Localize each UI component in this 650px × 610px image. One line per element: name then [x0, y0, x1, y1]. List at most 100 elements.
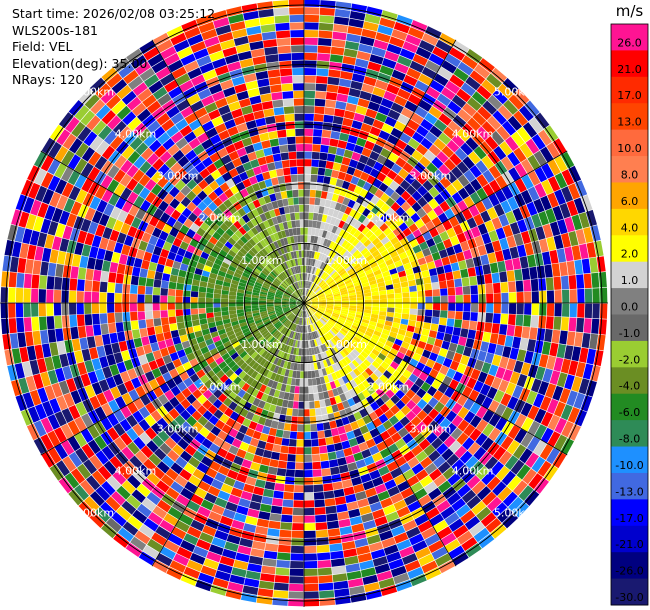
velocity-bin: [315, 260, 321, 268]
velocity-bin: [266, 276, 274, 283]
velocity-bin: [273, 107, 285, 116]
velocity-bin: [290, 267, 295, 275]
velocity-bin: [398, 328, 407, 336]
velocity-bin: [42, 188, 55, 205]
velocity-bin: [501, 406, 514, 421]
velocity-bin: [524, 303, 532, 315]
velocity-bin: [243, 232, 252, 241]
velocity-bin: [352, 249, 360, 258]
velocity-bin: [330, 216, 337, 225]
velocity-bin: [356, 365, 365, 374]
velocity-bin: [311, 303, 319, 305]
velocity-bin: [404, 217, 415, 228]
velocity-bin: [475, 265, 484, 276]
velocity-bin: [247, 88, 260, 98]
velocity-bin: [452, 327, 461, 337]
velocity-bin: [304, 583, 319, 592]
velocity-bin: [242, 373, 251, 383]
velocity-bin: [497, 486, 513, 502]
velocity-bin: [241, 530, 255, 541]
velocity-bin: [379, 294, 387, 299]
velocity-bin: [475, 201, 487, 214]
velocity-bin: [304, 477, 314, 485]
velocity-bin: [139, 40, 156, 55]
velocity-bin: [162, 273, 171, 282]
velocity-bin: [317, 320, 323, 328]
velocity-bin: [129, 136, 143, 151]
velocity-bin: [319, 299, 327, 302]
velocity-bin: [375, 378, 384, 388]
velocity-bin: [534, 112, 550, 129]
velocity-bin: [311, 297, 318, 301]
velocity-bin: [469, 320, 478, 331]
velocity-bin: [337, 171, 347, 181]
velocity-bin: [251, 297, 259, 301]
velocity-bin: [428, 53, 445, 67]
velocity-bin: [91, 358, 102, 371]
velocity-bin: [379, 303, 387, 308]
velocity-bin: [137, 503, 152, 518]
velocity-bin: [333, 488, 345, 498]
velocity-bin: [62, 365, 73, 380]
velocity-bin: [262, 368, 270, 377]
velocity-bin: [321, 414, 329, 423]
velocity-bin: [221, 232, 231, 241]
velocity-bin: [233, 355, 242, 364]
velocity-bin: [397, 55, 412, 67]
velocity-bin: [74, 174, 87, 189]
velocity-bin: [363, 265, 372, 272]
velocity-bin: [263, 39, 277, 48]
velocity-bin: [325, 239, 332, 248]
velocity-bin: [305, 273, 308, 281]
velocity-bin: [416, 235, 426, 245]
velocity-bin: [198, 21, 215, 34]
velocity-bin: [283, 206, 290, 214]
velocity-bin: [229, 287, 238, 293]
velocity-bin: [486, 73, 502, 89]
velocity-bin: [47, 158, 61, 175]
velocity-bin: [343, 276, 351, 283]
velocity-bin: [37, 358, 47, 374]
velocity-bin: [428, 487, 442, 501]
velocity-bin: [266, 123, 277, 132]
velocity-bin: [283, 491, 294, 500]
velocity-bin: [393, 241, 403, 250]
velocity-bin: [514, 88, 530, 105]
velocity-bin: [297, 289, 301, 297]
velocity-bin: [297, 242, 302, 251]
velocity-bin: [461, 55, 478, 70]
velocity-bin: [389, 250, 399, 259]
velocity-bin: [142, 212, 153, 224]
velocity-bin: [306, 250, 310, 258]
velocity-bin: [275, 292, 283, 296]
velocity-bin: [276, 289, 284, 294]
velocity-bin: [502, 346, 512, 358]
velocity-bin: [366, 211, 376, 221]
velocity-bin: [59, 112, 74, 129]
velocity-bin: [106, 73, 123, 88]
velocity-bin: [61, 315, 70, 328]
velocity-bin: [263, 195, 272, 204]
velocity-bin: [236, 309, 244, 314]
velocity-bin: [540, 427, 554, 444]
velocity-bin: [330, 250, 337, 259]
velocity-bin: [159, 382, 170, 394]
velocity-bin: [121, 145, 135, 160]
velocity-bin: [38, 289, 46, 303]
velocity-bin: [568, 183, 581, 200]
velocity-bin: [559, 262, 568, 276]
velocity-bin: [213, 207, 223, 217]
range-label: 5.00km: [72, 85, 114, 98]
velocity-bin: [265, 265, 272, 273]
azimuth-line: [151, 302, 305, 567]
velocity-bin: [99, 313, 108, 324]
velocity-bin: [334, 218, 341, 227]
velocity-bin: [106, 427, 120, 441]
velocity-bin: [463, 411, 476, 424]
velocity-bin: [348, 236, 357, 244]
velocity-bin: [311, 251, 315, 259]
velocity-bin: [508, 496, 524, 513]
velocity-bin: [304, 204, 310, 212]
velocity-bin: [533, 393, 545, 408]
velocity-bin: [309, 307, 316, 313]
